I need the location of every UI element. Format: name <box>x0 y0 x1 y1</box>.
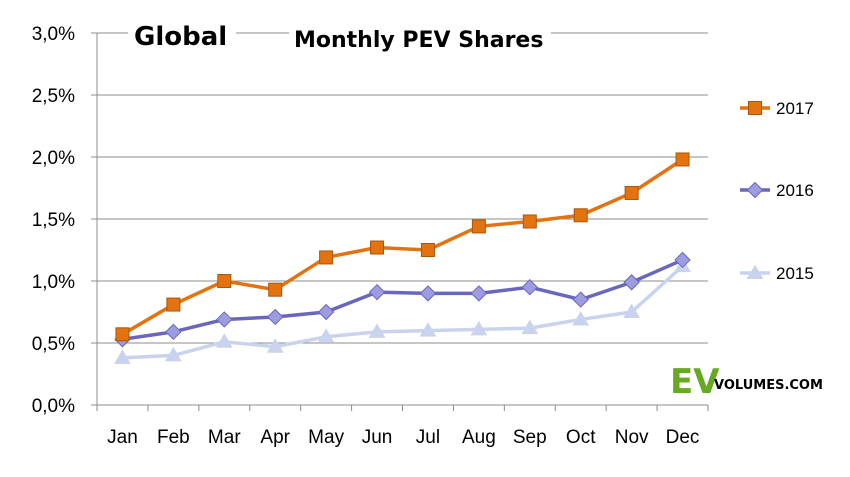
data-point-2016 <box>572 291 589 308</box>
legend-marker-2016 <box>746 181 764 199</box>
legend-marker-2017 <box>748 101 762 115</box>
legend-label-2017: 2017 <box>776 99 814 118</box>
series-2016 <box>114 251 691 348</box>
region-label-bg <box>128 18 236 54</box>
y-tick-label: 2,0% <box>32 148 75 169</box>
series-line-2015 <box>122 264 684 360</box>
x-tick-label: Feb <box>157 427 190 448</box>
data-point-2015 <box>266 338 284 353</box>
y-tick-label: 1,0% <box>32 272 75 293</box>
data-point-2016 <box>419 285 437 302</box>
series-2015 <box>114 257 691 364</box>
data-point-2017 <box>471 219 486 234</box>
x-tick-label: Apr <box>260 427 290 448</box>
series-line-2017 <box>121 158 684 336</box>
data-point-2017 <box>420 243 435 257</box>
data-point-2017 <box>319 250 334 265</box>
x-tick-label: Jan <box>107 427 138 448</box>
y-axis-ticks: 0,0% 0,5% 1,0% 1,5% 2,0% 2,5% 3,0% <box>32 24 75 417</box>
data-point-2017 <box>573 208 588 223</box>
x-tick-label: May <box>308 427 344 448</box>
data-point-2017 <box>166 297 181 312</box>
data-point-2015 <box>114 349 131 364</box>
data-point-2015 <box>623 303 640 318</box>
data-point-2017 <box>675 152 690 167</box>
data-point-2016 <box>623 274 640 291</box>
data-point-2016 <box>521 278 538 296</box>
legend-label-2016: 2016 <box>776 181 814 200</box>
data-point-2016 <box>317 303 335 321</box>
data-point-2016 <box>674 251 691 269</box>
region-label: Global <box>134 22 227 52</box>
x-tick-label: Jun <box>362 427 393 448</box>
y-tick-label: 3,0% <box>32 24 75 45</box>
x-tick-label: Nov <box>615 427 649 448</box>
data-point-2015 <box>572 310 590 326</box>
x-tick-label: Aug <box>462 427 496 448</box>
y-tick-label: 0,0% <box>32 396 75 417</box>
legend-label-2015: 2015 <box>776 264 814 283</box>
x-tick-label: Dec <box>666 427 700 448</box>
data-point-2017 <box>115 327 130 342</box>
series-layer <box>114 152 691 364</box>
y-tick-label: 0,5% <box>32 334 75 355</box>
data-point-2017 <box>624 185 639 200</box>
series-line-2016 <box>122 258 684 342</box>
data-point-2015 <box>419 322 437 337</box>
axes <box>91 32 709 411</box>
x-tick-label: Sep <box>513 427 547 448</box>
data-point-2017 <box>268 282 283 297</box>
x-tick-label: Oct <box>566 427 596 448</box>
ev-volumes-logo: EV VOLUMES.COM <box>670 362 823 402</box>
data-point-2016 <box>267 308 284 326</box>
data-point-2017 <box>217 274 232 288</box>
legend: 2017 2016 2015 <box>740 99 814 283</box>
data-point-2015 <box>317 328 335 343</box>
data-point-2015 <box>521 319 539 335</box>
data-point-2016 <box>216 311 233 328</box>
data-point-2015 <box>215 333 233 348</box>
data-point-2016 <box>470 285 488 302</box>
data-point-2015 <box>368 323 386 338</box>
y-tick-label: 2,5% <box>32 86 75 107</box>
data-point-2016 <box>368 283 386 301</box>
x-tick-label: Jul <box>416 427 440 448</box>
logo-ev-text: EV <box>670 362 720 402</box>
logo-sub-text: VOLUMES.COM <box>714 378 823 393</box>
data-point-2017 <box>522 214 537 229</box>
y-tick-label: 1,5% <box>32 210 75 231</box>
legend-marker-2015 <box>746 264 764 279</box>
data-point-2015 <box>470 320 488 336</box>
chart-title: Monthly PEV Shares <box>294 28 543 53</box>
data-point-2017 <box>370 240 385 255</box>
x-axis-ticks: Jan Feb Mar Apr May Jun Jul Aug Sep Oct Nov Dec <box>107 427 699 448</box>
data-point-2016 <box>165 323 182 341</box>
chart-title-bg <box>289 22 551 56</box>
x-tick-label: Mar <box>208 427 241 448</box>
data-point-2015 <box>165 346 182 362</box>
series-2017 <box>115 152 690 342</box>
